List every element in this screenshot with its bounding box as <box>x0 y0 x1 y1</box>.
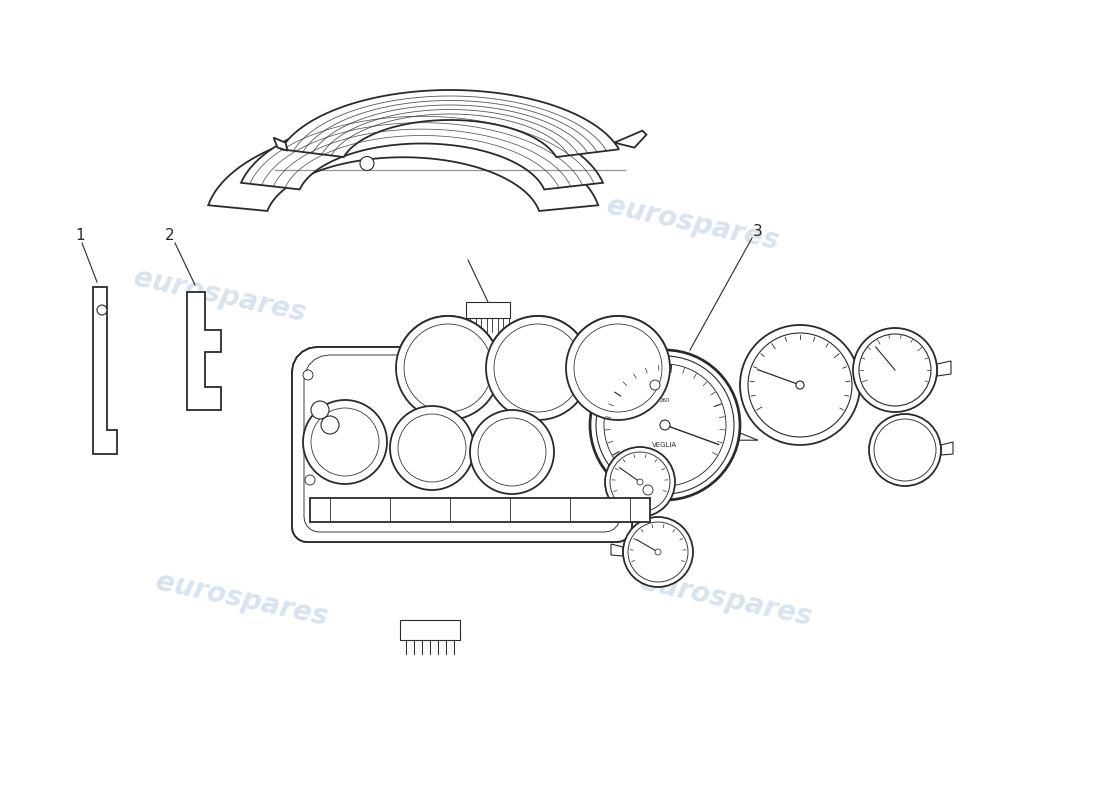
Polygon shape <box>208 124 598 211</box>
Circle shape <box>311 401 329 419</box>
Circle shape <box>305 475 315 485</box>
Circle shape <box>97 305 107 315</box>
Polygon shape <box>292 347 632 542</box>
Circle shape <box>494 324 582 412</box>
Text: eurospares: eurospares <box>131 264 309 328</box>
Circle shape <box>311 401 329 419</box>
Circle shape <box>302 400 387 484</box>
Circle shape <box>604 364 726 486</box>
Circle shape <box>644 485 653 495</box>
Circle shape <box>478 418 546 486</box>
Circle shape <box>404 324 492 412</box>
Circle shape <box>311 408 379 476</box>
Polygon shape <box>940 442 953 455</box>
Polygon shape <box>94 287 117 454</box>
Text: 3: 3 <box>754 225 763 239</box>
Polygon shape <box>593 474 605 486</box>
Circle shape <box>740 325 860 445</box>
Circle shape <box>302 370 313 380</box>
Circle shape <box>404 324 492 412</box>
Circle shape <box>390 406 474 490</box>
Circle shape <box>796 381 804 389</box>
Text: eurospares: eurospares <box>153 568 331 632</box>
Text: VEGLIA: VEGLIA <box>652 442 678 448</box>
Circle shape <box>628 522 688 582</box>
Circle shape <box>398 414 466 482</box>
Bar <box>400 620 460 640</box>
Circle shape <box>574 324 662 412</box>
Circle shape <box>302 370 313 380</box>
Polygon shape <box>590 433 758 440</box>
Circle shape <box>610 452 670 512</box>
Polygon shape <box>304 355 620 532</box>
Text: eurospares: eurospares <box>637 568 815 632</box>
Circle shape <box>623 517 693 587</box>
Circle shape <box>305 475 315 485</box>
Circle shape <box>302 400 387 484</box>
Text: 1: 1 <box>75 227 85 242</box>
Polygon shape <box>615 130 647 148</box>
Circle shape <box>650 380 660 390</box>
Circle shape <box>321 416 339 434</box>
Bar <box>310 498 650 522</box>
Circle shape <box>637 479 644 485</box>
Circle shape <box>360 157 374 170</box>
Polygon shape <box>280 90 619 157</box>
Polygon shape <box>304 355 620 532</box>
Text: eurospares: eurospares <box>604 192 782 256</box>
Circle shape <box>852 328 937 412</box>
Circle shape <box>660 420 670 430</box>
Circle shape <box>748 333 852 437</box>
Circle shape <box>470 410 554 494</box>
Circle shape <box>566 316 670 420</box>
Circle shape <box>478 418 546 486</box>
Circle shape <box>869 414 940 486</box>
Circle shape <box>494 324 582 412</box>
Polygon shape <box>610 544 623 556</box>
Text: 2: 2 <box>165 227 175 242</box>
Circle shape <box>566 316 670 420</box>
Bar <box>310 498 650 522</box>
Circle shape <box>398 414 466 482</box>
Circle shape <box>574 324 662 412</box>
Circle shape <box>321 416 339 434</box>
Polygon shape <box>187 292 221 410</box>
Circle shape <box>396 316 500 420</box>
Circle shape <box>470 410 554 494</box>
Circle shape <box>486 316 590 420</box>
Circle shape <box>596 356 734 494</box>
Bar <box>466 302 510 318</box>
Circle shape <box>874 419 936 481</box>
Circle shape <box>590 350 740 500</box>
Polygon shape <box>241 111 603 190</box>
Circle shape <box>486 316 590 420</box>
Polygon shape <box>292 347 632 542</box>
Circle shape <box>311 408 379 476</box>
Circle shape <box>650 380 660 390</box>
Text: 260: 260 <box>660 398 670 402</box>
Polygon shape <box>937 361 952 376</box>
Circle shape <box>654 549 661 555</box>
Circle shape <box>859 334 931 406</box>
Circle shape <box>390 406 474 490</box>
Polygon shape <box>274 138 287 150</box>
Circle shape <box>605 447 675 517</box>
Circle shape <box>396 316 500 420</box>
Circle shape <box>644 485 653 495</box>
Polygon shape <box>860 373 878 393</box>
